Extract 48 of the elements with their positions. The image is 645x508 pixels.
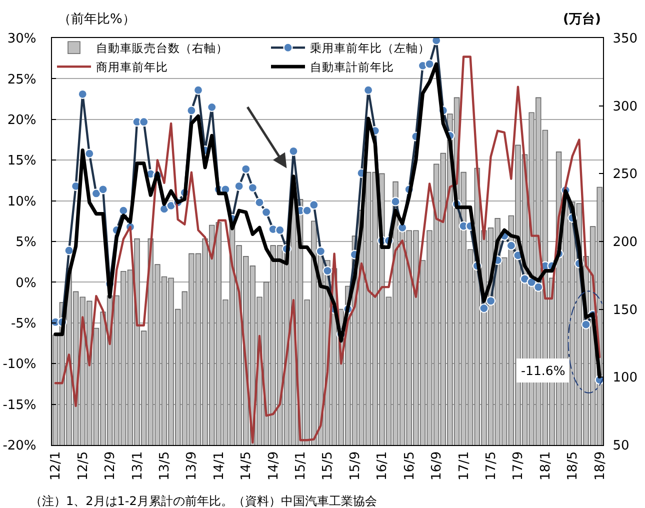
y2-axis-title: (万台)	[563, 11, 601, 27]
x-tick-label: 17/9	[511, 451, 526, 481]
y2-tick-label: 300	[612, 99, 638, 114]
y-tick-label: -15%	[2, 398, 36, 413]
x-tick-label: 13/5	[157, 451, 172, 481]
x-tick-label: 15/1	[294, 451, 309, 481]
y2-tick-label: 350	[612, 32, 638, 47]
y2-tick-label: 200	[612, 235, 638, 250]
x-tick-label: 13/1	[130, 451, 146, 481]
y-tick-label: -5%	[10, 316, 36, 332]
x-tick-label: 15/5	[320, 451, 336, 481]
y2-tick-label: 50	[612, 438, 630, 454]
legend-label: 自動車計前年比	[310, 60, 394, 74]
y-tick-label: 10%	[7, 194, 36, 210]
x-tick-label: 16/1	[375, 451, 390, 481]
x-tick-label: 14/1	[212, 451, 227, 481]
x-tick-label: 18/1	[538, 451, 554, 481]
x-tick-label: 17/5	[484, 451, 499, 481]
x-tick-label: 12/1	[48, 451, 64, 481]
y-tick-label: 5%	[16, 235, 36, 250]
text: （注）1、2月は1-2月累計の前年比。（資料）中国汽車工業協会	[30, 494, 377, 508]
y2-tick-label: 250	[612, 167, 638, 182]
x-tick-label: 16/5	[402, 451, 418, 481]
x-tick-label: 18/5	[566, 451, 581, 481]
y2-tick-label: 150	[612, 302, 638, 318]
y2-tick-label: 100	[612, 370, 638, 386]
y-tick-label: 20%	[7, 112, 36, 128]
annotation: -11.6%	[521, 363, 566, 378]
legend-label: 乗用車前年比（左軸）	[310, 41, 430, 56]
legend-label: 自動車販売台数（右軸）	[96, 41, 228, 56]
x-tick-label: 14/9	[266, 451, 282, 481]
line-series	[54, 56, 601, 444]
x-tick-label: 16/9	[430, 451, 445, 481]
y-axis-title: （前年比%）	[58, 12, 136, 27]
x-tick-label: 12/5	[76, 451, 91, 481]
y-tick-label: 30%	[7, 32, 36, 47]
y-tick-label: 15%	[7, 154, 36, 169]
x-tick-label: 18/9	[592, 451, 608, 481]
x-tick-label: 13/9	[184, 451, 200, 481]
x-tick-label: 15/9	[348, 451, 363, 481]
x-tick-label: 12/9	[103, 451, 118, 481]
legend-label: 商用車前年比	[96, 60, 168, 74]
y-tick-label: 25%	[7, 72, 36, 88]
y-tick-label: 0%	[16, 276, 36, 291]
x-tick-label: 17/1	[456, 451, 472, 481]
y-tick-label: -10%	[2, 357, 36, 372]
y-tick-label: -20%	[2, 438, 36, 454]
x-tick-label: 14/5	[239, 451, 254, 481]
